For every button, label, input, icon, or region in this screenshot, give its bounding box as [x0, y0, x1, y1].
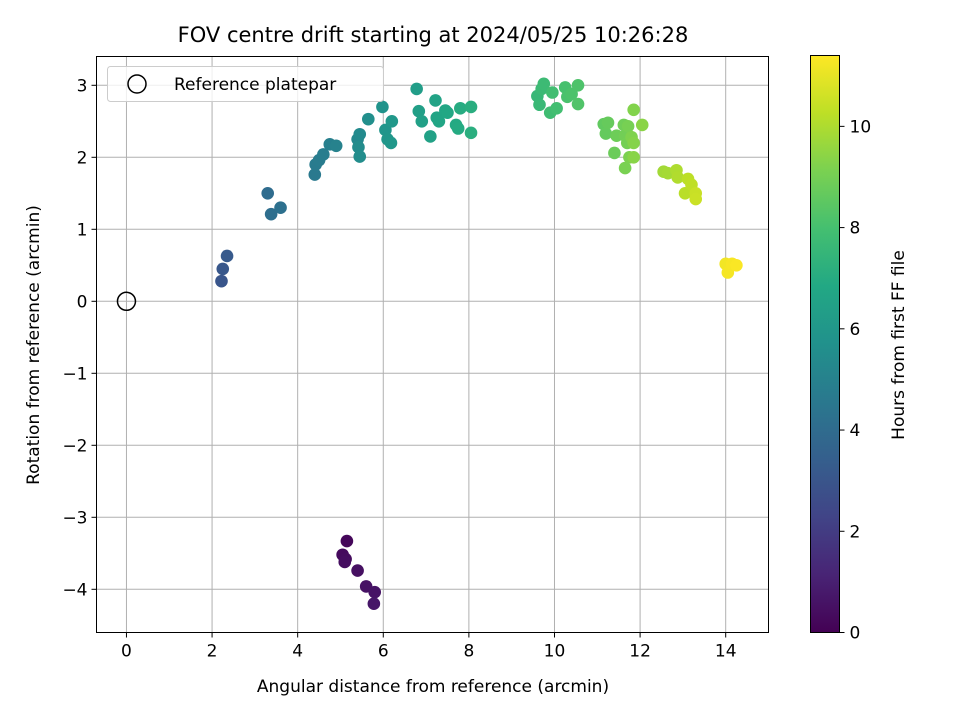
data-point — [220, 249, 234, 263]
data-point — [368, 585, 382, 599]
data-point — [601, 116, 615, 130]
chart-title: FOV centre drift starting at 2024/05/25 … — [178, 23, 689, 47]
data-point — [550, 102, 563, 115]
data-point — [216, 262, 230, 276]
data-point — [274, 201, 287, 214]
data-point — [432, 115, 446, 128]
y-tick-label: 0 — [77, 292, 88, 312]
data-point — [261, 187, 275, 200]
colorbar-tick-label: 10 — [850, 117, 872, 137]
data-point — [627, 136, 640, 150]
data-point — [340, 534, 354, 548]
x-axis-label: Angular distance from reference (arcmin) — [257, 677, 609, 697]
y-tick-label: −3 — [62, 508, 87, 528]
x-tick-label: 12 — [629, 642, 651, 662]
data-point — [338, 555, 352, 569]
x-tick-label: 2 — [207, 642, 218, 662]
y-tick-label: −4 — [62, 580, 87, 600]
data-point — [429, 94, 442, 107]
x-tick-label: 8 — [463, 642, 474, 662]
colorbar — [810, 55, 840, 633]
grid — [96, 56, 769, 633]
y-tick-label: −1 — [62, 364, 87, 384]
x-tick-label: 4 — [292, 642, 303, 662]
plot-area-frame — [96, 56, 769, 633]
data-point — [571, 79, 585, 92]
data-point — [678, 187, 692, 200]
data-point — [441, 106, 454, 119]
data-point — [571, 97, 585, 111]
data-point — [730, 259, 743, 272]
data-point — [627, 103, 640, 117]
data-point — [424, 130, 437, 143]
data-point — [621, 120, 635, 133]
data-point — [352, 140, 365, 154]
y-axis-ticks: −4 −3 −2 −1 0 1 2 3 — [62, 76, 97, 600]
data-point — [353, 150, 367, 163]
data-point — [565, 87, 578, 101]
data-point — [533, 98, 546, 112]
data-point — [410, 82, 423, 96]
data-point — [546, 86, 559, 99]
data-point — [351, 564, 364, 577]
data-point — [608, 146, 621, 160]
data-point — [454, 102, 467, 115]
x-axis-ticks: 0 2 4 6 8 10 12 14 — [121, 632, 737, 662]
y-tick-label: 2 — [77, 148, 88, 168]
colorbar-ticks: 0 2 4 6 8 10 — [839, 117, 872, 644]
data-point — [317, 148, 330, 161]
legend-entry-reference: Reference platepar — [174, 75, 336, 95]
colorbar-tick-label: 8 — [850, 219, 861, 239]
data-point — [412, 104, 426, 118]
data-point — [264, 207, 278, 221]
data-point — [361, 112, 375, 126]
data-point — [384, 136, 398, 150]
data-point — [215, 274, 228, 288]
colorbar-tick-label: 0 — [850, 624, 861, 644]
data-point — [671, 171, 685, 184]
reference-platepar-marker — [116, 291, 137, 312]
data-point — [385, 115, 399, 128]
data-point — [689, 192, 703, 206]
y-tick-label: −2 — [62, 436, 87, 456]
data-points — [215, 77, 743, 610]
colorbar-tick-label: 6 — [850, 320, 861, 340]
data-point — [367, 597, 381, 610]
colorbar-label: Hours from first FF file — [889, 250, 909, 440]
data-point — [451, 122, 465, 135]
colorbar-tick-label: 4 — [850, 421, 861, 441]
data-point — [464, 100, 478, 114]
legend: Reference platepar — [107, 66, 384, 102]
data-point — [376, 100, 389, 114]
data-point — [627, 151, 640, 164]
data-point — [537, 77, 551, 91]
data-point — [599, 127, 613, 140]
data-point — [329, 139, 343, 153]
data-point — [635, 118, 649, 132]
data-point — [618, 161, 632, 175]
y-tick-label: 3 — [77, 76, 88, 96]
x-tick-label: 14 — [715, 642, 737, 662]
colorbar-tick-label: 2 — [850, 522, 861, 542]
x-tick-label: 6 — [378, 642, 389, 662]
x-tick-label: 10 — [544, 642, 566, 662]
legend-box — [107, 66, 384, 102]
legend-reference-icon — [127, 74, 147, 94]
data-point — [464, 126, 478, 140]
x-tick-label: 0 — [121, 642, 132, 662]
data-point — [308, 168, 322, 181]
data-point — [415, 115, 429, 128]
y-tick-label: 1 — [77, 220, 88, 240]
data-point — [353, 127, 367, 141]
y-axis-label: Rotation from reference (arcmin) — [24, 205, 44, 485]
